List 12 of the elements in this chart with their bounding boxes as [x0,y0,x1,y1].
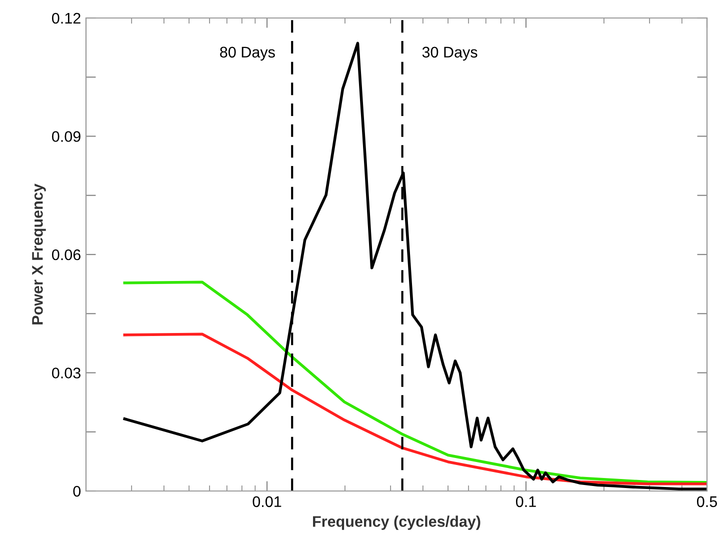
y-tick-label: 0.03 [52,368,80,378]
ref-line-label: 80 Days [220,46,275,61]
y-tick-label: 0.06 [52,249,80,260]
x-tick-label: 0.1 [516,496,536,508]
x-tick-label: 0.5 [696,496,717,508]
y-tick-label: 0 [73,486,81,497]
y-tick-label: 0.12 [52,12,80,24]
ref-line-label: 30 Days [422,46,478,61]
y-axis-title: Power X Frequency [32,184,46,324]
x-axis-title: Frequency (cycles/day) [313,516,480,530]
x-tick-label: 0.01 [252,496,282,508]
y-tick-label: 0.09 [52,131,80,142]
